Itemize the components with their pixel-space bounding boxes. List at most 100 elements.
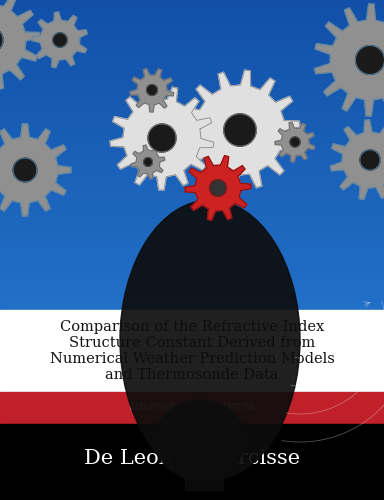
Bar (0, 183, 384, 184)
Bar (0, 76, 384, 77)
Bar (0, 172, 384, 173)
Bar (0, 127, 384, 128)
Bar (0, 170, 384, 171)
Bar (0, 95, 384, 96)
Bar (0, 296, 384, 297)
Bar (0, 47, 384, 48)
Bar (0, 33, 384, 34)
Bar (0, 8, 384, 9)
Bar (0, 37, 384, 38)
Bar (0, 293, 384, 294)
Bar (0, 310, 384, 392)
Bar (0, 141, 384, 142)
Bar (0, 258, 384, 259)
Bar (0, 0, 384, 1)
Bar (0, 71, 384, 72)
Bar (0, 278, 384, 279)
Bar (0, 192, 384, 193)
Bar (0, 165, 384, 166)
Bar (0, 98, 384, 99)
Bar (0, 54, 384, 55)
Bar (0, 260, 384, 261)
Bar (0, 267, 384, 268)
Bar (0, 12, 384, 13)
Bar (0, 53, 384, 54)
Bar (0, 63, 384, 64)
Polygon shape (180, 70, 300, 190)
Bar (0, 233, 384, 234)
Bar (0, 206, 384, 207)
Bar (0, 274, 384, 275)
Bar (0, 142, 384, 143)
Bar (0, 242, 384, 243)
Bar (0, 286, 384, 287)
Bar (0, 273, 384, 274)
Bar (0, 34, 384, 35)
Bar (0, 135, 384, 136)
Bar (0, 261, 384, 262)
Polygon shape (275, 122, 314, 162)
Bar (0, 289, 384, 290)
Bar (0, 300, 384, 301)
Bar (0, 123, 384, 124)
Bar (0, 255, 384, 256)
Polygon shape (224, 114, 256, 146)
Bar (0, 113, 384, 114)
Bar (0, 248, 384, 249)
Bar (0, 292, 384, 293)
Bar (0, 285, 384, 286)
Bar (0, 94, 384, 95)
Bar (0, 157, 384, 158)
Bar (0, 149, 384, 150)
Bar (0, 262, 384, 263)
Ellipse shape (155, 400, 245, 480)
Bar (0, 87, 384, 88)
Bar (0, 287, 384, 288)
Bar (0, 250, 384, 251)
Bar (0, 155, 384, 156)
Polygon shape (290, 137, 300, 147)
Bar (0, 60, 384, 61)
Bar (0, 147, 384, 148)
Bar (0, 31, 384, 32)
Bar (0, 235, 384, 236)
Bar (0, 228, 384, 229)
Bar (0, 121, 384, 122)
Bar (0, 116, 384, 117)
Bar (0, 205, 384, 206)
Bar (185, 432, 223, 490)
Bar (0, 104, 384, 105)
Bar (0, 231, 384, 232)
Bar (0, 185, 384, 186)
Bar (0, 291, 384, 292)
Bar (0, 199, 384, 200)
Bar (0, 256, 384, 257)
Bar (0, 23, 384, 24)
Bar (0, 280, 384, 281)
Bar (0, 196, 384, 197)
Bar (0, 109, 384, 110)
Bar (0, 36, 384, 37)
Bar (0, 284, 384, 285)
Bar (0, 216, 384, 217)
Bar (0, 5, 384, 6)
Polygon shape (148, 124, 176, 152)
Polygon shape (131, 145, 165, 179)
Bar (0, 162, 384, 163)
Bar (0, 106, 384, 107)
Bar (0, 89, 384, 90)
Bar (0, 21, 384, 22)
Bar (0, 215, 384, 216)
Bar (0, 245, 384, 246)
Bar (0, 62, 384, 63)
Bar (0, 134, 384, 135)
Bar (0, 92, 384, 93)
Bar (0, 26, 384, 27)
Bar (0, 299, 384, 300)
Bar (0, 229, 384, 230)
Bar (0, 64, 384, 65)
Bar (0, 197, 384, 198)
Bar (0, 266, 384, 267)
Bar (0, 103, 384, 104)
Bar (0, 85, 384, 86)
